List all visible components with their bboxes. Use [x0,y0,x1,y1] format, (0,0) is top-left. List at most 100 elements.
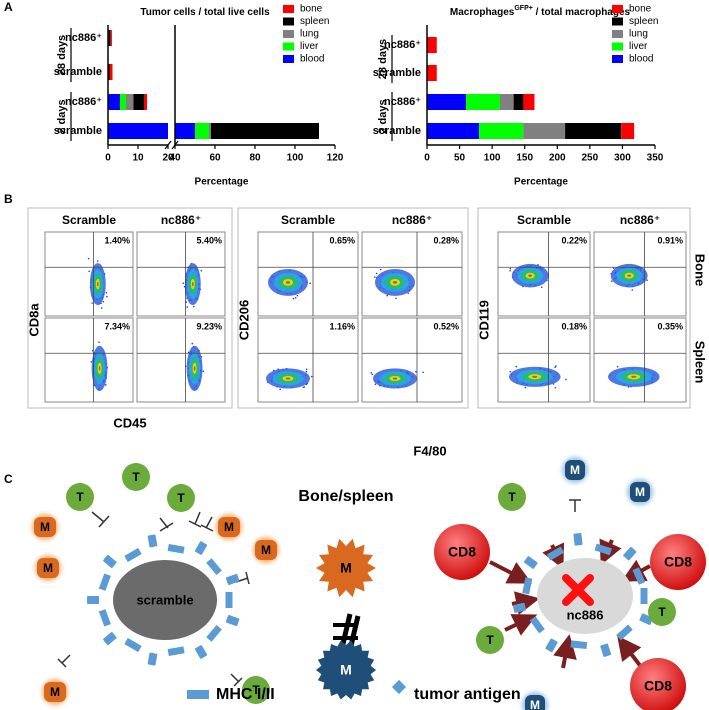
mhc-receptor [594,543,612,556]
bar-segment [479,123,524,139]
panel-label: C [4,472,13,486]
cell-label: M [50,685,60,699]
tumor-antigen [623,546,637,561]
event-dot [509,370,512,373]
bar-segment [427,37,437,53]
quadrant-percentage: 1.40% [104,235,130,245]
macrophage [255,540,277,560]
event-dot [565,378,567,381]
tumor-antigen [573,533,583,546]
event-dot [202,370,205,372]
category-label: scramble [373,125,421,137]
y-axis-label: CD206 [236,300,251,340]
event-dot [540,286,543,289]
macrophage [316,538,376,598]
tumor-antigen [147,652,158,666]
x-tick-label: 50 [454,153,466,164]
event-dot [182,282,185,284]
group-frame [237,207,469,409]
event-dot [292,297,295,300]
bar-segment [144,94,147,110]
density [285,377,291,380]
tumor-antigen [194,541,208,555]
event-dot [554,386,557,389]
panel-c: scramble nc886 Bone/spleen T T T M M M M M T M M T M M M C… [32,457,706,710]
plot-frame [361,317,463,403]
legend-label: blood [300,54,324,65]
event-dot [554,366,556,369]
event-dot [422,371,424,374]
macrophage [218,517,240,537]
mhc-receptor [124,547,142,562]
inhibition-marks [57,499,581,687]
event-dot [105,384,107,386]
cell-label: M [40,520,50,534]
bar-segment [427,123,480,139]
quadrant-percentage: 9.23% [196,321,222,331]
plot-frame [593,317,687,403]
event-dot [96,260,99,262]
cell-label: M [635,485,645,499]
category-label: nc886⁺ [65,32,102,44]
event-dot [294,296,297,299]
bar-segment [523,94,535,110]
tumor-antigen [87,596,99,604]
density [393,281,397,284]
event-dot [374,276,376,278]
macrophage [565,460,585,480]
knockout-cross [562,574,594,606]
cell-label: M [43,561,53,575]
quadrant-percentage: 0.28% [433,235,459,245]
bar-segment [211,123,319,139]
tumor-antigen [225,614,240,627]
title-part: GFP+ [514,5,532,12]
mhc-receptor [225,592,233,608]
x-tick-label: 0 [424,153,430,164]
event-dot [646,279,648,281]
legend-swatch [612,30,623,38]
density [192,281,194,287]
y-axis-label: CD119 [476,300,491,340]
x-tick-label: 100 [484,153,501,164]
tumor-cell [113,560,217,640]
event-dot [379,268,382,271]
legend-swatch [283,5,294,13]
plot-frame [44,317,134,403]
quadrant-percentage: 0.91% [657,235,683,245]
category-label: scramble [373,67,421,79]
event-dot [386,294,388,297]
macrophage [44,682,66,702]
event-dot [100,307,103,309]
t-cell [476,626,504,654]
event-dot [279,388,281,391]
mhc-receptor [167,543,185,554]
mhc-receptor [206,558,222,575]
bar-segment [513,94,524,110]
cell-label: M [340,560,352,576]
quadrant-percentage: 0.65% [329,235,355,245]
bar-segment [499,94,514,110]
bar-segment [523,123,566,139]
tumor-antigen [512,602,526,613]
cell-label: M [530,698,540,710]
t-cell [498,483,526,511]
event-dot [610,280,613,282]
chart-title: Tumor cells / total live cells [140,7,270,18]
panel-label: B [4,192,13,206]
event-dot [309,282,311,284]
legend-label: spleen [629,16,658,27]
row-label: Spleen [693,341,708,384]
legend-swatch [612,42,623,51]
y-axis-label: CD8a [26,303,41,337]
bar-segment [110,30,112,46]
category-label: nc886⁺ [65,96,102,108]
event-dot [102,300,105,303]
quadrant-percentage: 0.22% [561,235,587,245]
macrophage [34,517,56,537]
legend-label: lung [300,29,319,40]
x-tick-label: 200 [549,153,566,164]
mhc-receptor [167,646,185,657]
legend-swatch [283,55,294,63]
event-dot [305,370,308,373]
event-dot [105,291,108,294]
